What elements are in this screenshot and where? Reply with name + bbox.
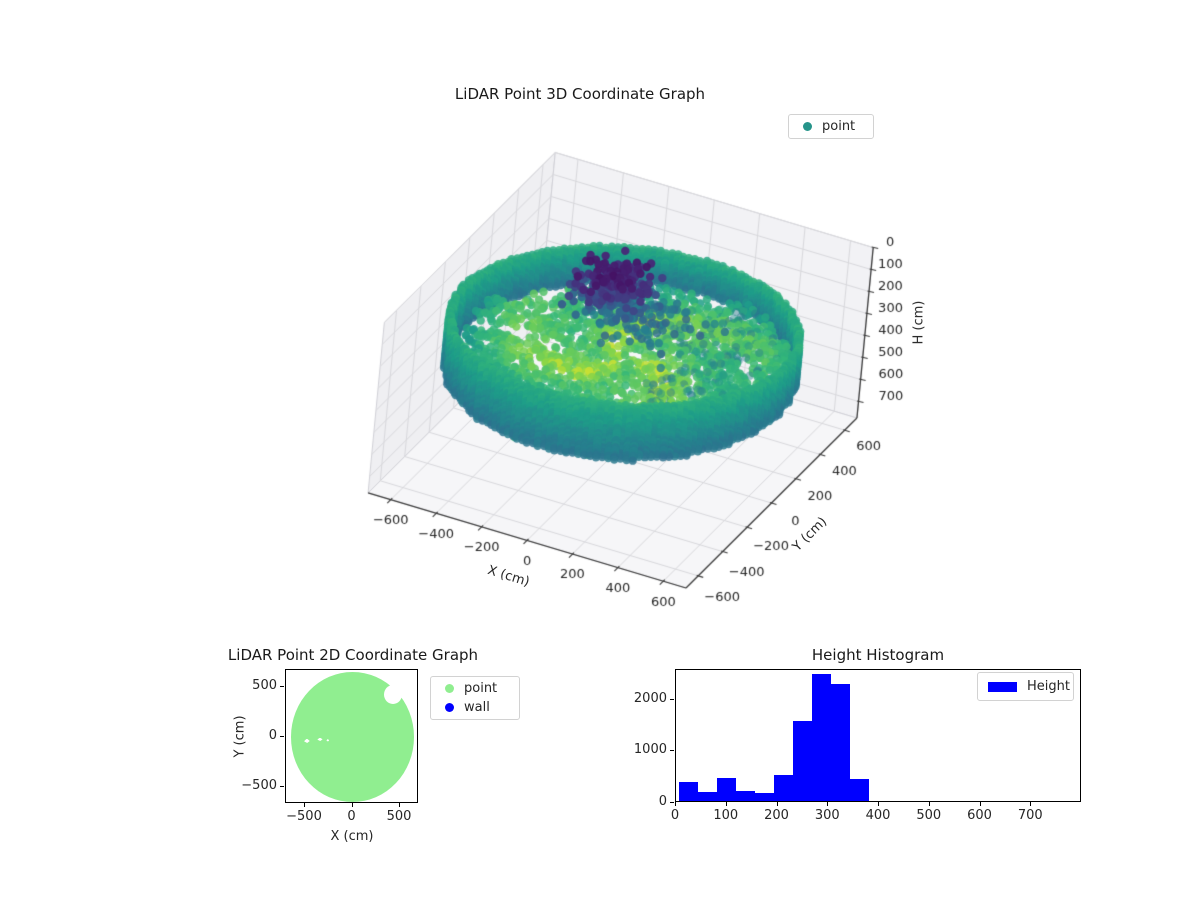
- x-tick-mark: [776, 802, 778, 806]
- x-tick-label: 400: [865, 808, 891, 823]
- wall-marker-icon: [445, 703, 454, 712]
- x-tick-label: −500: [286, 809, 322, 824]
- plot3d-title: LiDAR Point 3D Coordinate Graph: [454, 85, 706, 103]
- histogram-legend: Height: [977, 672, 1074, 701]
- y-tick-mark: [670, 750, 674, 752]
- histogram-legend-label: Height: [1027, 679, 1070, 694]
- x-tick-mark: [304, 803, 305, 807]
- x-tick-label: 100: [713, 808, 739, 823]
- histogram-bar: [773, 774, 793, 801]
- plot2d-legend-point: point: [464, 681, 498, 696]
- y-tick-label: 500: [252, 678, 277, 693]
- histogram-bar: [830, 683, 850, 801]
- height-swatch-icon: [988, 681, 1017, 692]
- x-tick-label: 700: [1017, 808, 1043, 823]
- histogram-bar: [678, 782, 698, 801]
- x-tick-mark: [1030, 802, 1032, 806]
- histogram-title: Height Histogram: [811, 646, 945, 664]
- histogram-bar: [849, 779, 869, 801]
- plot2d-xlabel: X (cm): [330, 829, 374, 844]
- y-tick-label: 0: [268, 728, 277, 743]
- histogram-axes: [675, 669, 1081, 802]
- plot3d-legend: point: [788, 114, 874, 139]
- x-tick-label: 500: [386, 809, 412, 824]
- disc-notch: [326, 739, 330, 742]
- histogram-bar: [811, 673, 831, 801]
- y-tick-label: 2000: [633, 690, 667, 706]
- histogram-bar: [716, 778, 736, 801]
- y-tick-label: 1000: [633, 742, 667, 758]
- histogram-bar: [735, 791, 755, 801]
- disc-notch: [317, 737, 323, 741]
- plot2d-ylabel: Y (cm): [232, 715, 248, 758]
- x-tick-mark: [725, 802, 727, 806]
- x-tick-mark: [878, 802, 879, 806]
- x-tick-label: 200: [764, 808, 789, 823]
- point-marker-icon: [803, 122, 812, 131]
- y-tick-mark: [280, 686, 284, 687]
- y-tick-mark: [670, 698, 674, 700]
- y-tick-mark: [280, 786, 284, 787]
- x-tick-label: 500: [916, 808, 942, 823]
- y-tick-label: 0: [658, 794, 667, 809]
- x-tick-mark: [979, 802, 981, 806]
- x-tick-label: 0: [347, 809, 356, 824]
- x-tick-mark: [928, 802, 930, 806]
- x-tick-mark: [399, 803, 400, 807]
- y-tick-mark: [670, 802, 674, 803]
- disc-notch: [304, 738, 310, 743]
- plot2d-legend: point wall: [430, 676, 520, 720]
- plot2d-title: LiDAR Point 2D Coordinate Graph: [227, 646, 479, 664]
- x-tick-mark: [827, 802, 829, 806]
- x-tick-label: 600: [967, 808, 992, 823]
- x-tick-mark: [675, 802, 676, 806]
- plot3d-zlabel: H (cm): [911, 300, 927, 345]
- point-marker-icon: [445, 684, 454, 693]
- histogram-bar: [792, 721, 812, 801]
- x-tick-mark: [351, 803, 353, 807]
- histogram-bar: [754, 793, 774, 801]
- histogram-bar: [697, 792, 717, 801]
- y-tick-mark: [280, 736, 284, 737]
- plot2d-legend-wall: wall: [464, 700, 490, 715]
- scatter3d-canvas: [0, 0, 1200, 660]
- x-tick-label: 300: [814, 808, 840, 823]
- x-tick-label: 0: [670, 808, 680, 823]
- y-tick-label: −500: [241, 778, 277, 793]
- plot3d-legend-label: point: [822, 119, 856, 134]
- disc-edge-bite: [384, 684, 403, 704]
- scatter2d-axes: [285, 669, 418, 803]
